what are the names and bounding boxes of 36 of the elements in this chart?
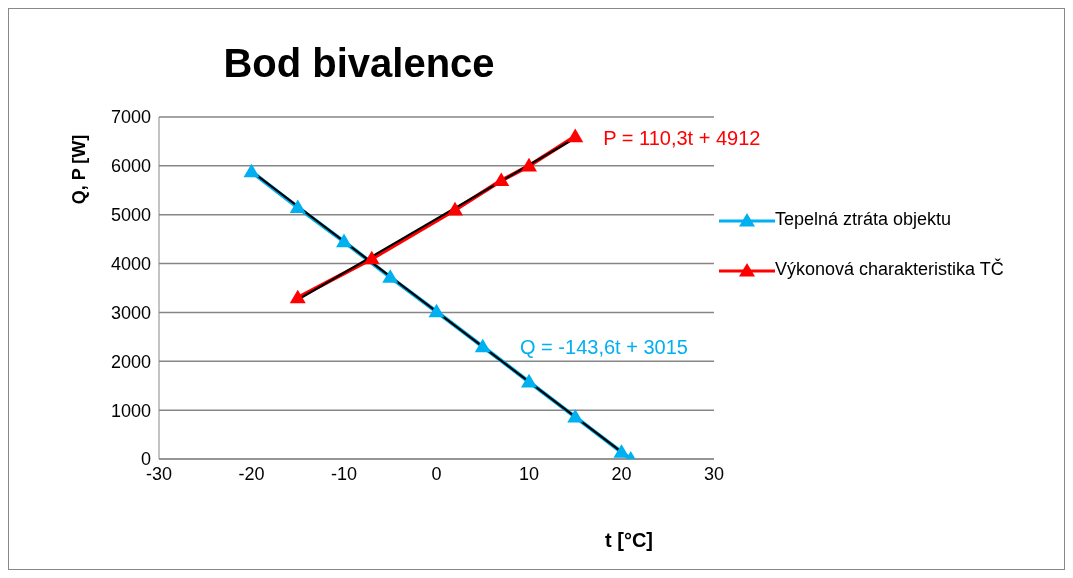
point — [363, 250, 380, 265]
x-tick-label: -20 — [238, 463, 265, 484]
x-tick-label: -10 — [330, 463, 358, 484]
point — [428, 303, 445, 318]
x-tick-label: 10 — [518, 463, 540, 484]
annotation: P = 110,3t + 4912 — [603, 127, 761, 150]
point — [474, 338, 491, 353]
point — [289, 289, 306, 304]
point — [447, 201, 463, 216]
x-tick-label: 0 — [431, 463, 442, 484]
point — [567, 408, 584, 423]
y-tick-label: 6000 — [110, 156, 151, 177]
y-tick-label: 0 — [140, 449, 151, 470]
point — [243, 163, 260, 178]
y-tick-label: 5000 — [110, 205, 151, 226]
y-axis-title: Q, P [W] — [68, 133, 90, 207]
x-tick-label: 20 — [611, 463, 632, 484]
y-tick-label: 7000 — [110, 107, 151, 128]
annotation: Q = -143,6t + 3015 — [520, 335, 688, 358]
x-tick-label: 30 — [703, 463, 725, 484]
y-tick-label: 1000 — [110, 400, 151, 421]
point — [521, 373, 537, 388]
point — [613, 444, 630, 458]
y-tick-label: 3000 — [110, 302, 151, 323]
y-tick-label: 2000 — [110, 351, 151, 372]
legend-label: Výkonová charakteristika TČ — [775, 259, 1004, 280]
point — [567, 128, 584, 143]
y-tick-label: 4000 — [110, 253, 151, 274]
point — [336, 233, 352, 248]
chart-title: Bod bivalence — [222, 41, 496, 86]
point — [521, 157, 537, 172]
point — [382, 269, 399, 283]
point — [493, 172, 510, 187]
point — [289, 199, 306, 213]
x-axis-title: t [°C] — [604, 529, 654, 552]
legend-label: Tepelná ztráta objektu — [775, 209, 952, 230]
